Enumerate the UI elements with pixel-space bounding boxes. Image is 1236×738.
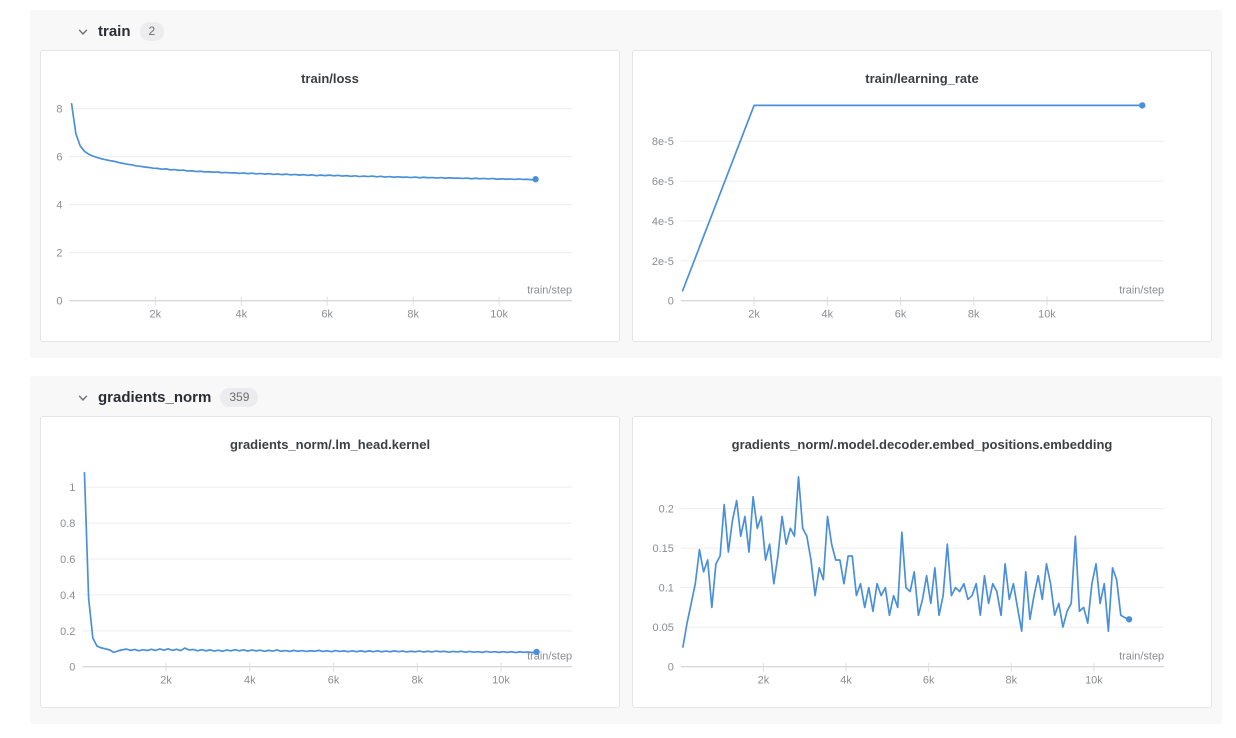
svg-text:0: 0 xyxy=(668,662,674,674)
svg-text:train/step: train/step xyxy=(1119,651,1164,663)
line-chart-embed-positions-embedding[interactable]: 0 0.05 0.1 0.15 0.2 2k 4k 6k 8k 10k train/step xyxy=(633,461,1211,707)
svg-text:6k: 6k xyxy=(895,309,907,321)
svg-text:2k: 2k xyxy=(748,309,760,321)
svg-text:4k: 4k xyxy=(822,309,834,321)
chart-title: gradients_norm/.model.decoder.embed_posi… xyxy=(731,437,1113,452)
chart-card-train-loss[interactable]: train/loss 0 2 4 6 8 2k 4k 6k 8k 10k train/step xyxy=(40,50,620,342)
svg-text:train/step: train/step xyxy=(527,285,572,297)
section-count-badge: 359 xyxy=(220,388,259,407)
section-title-train: train xyxy=(98,23,131,40)
section-train: train 2 train/loss 0 2 4 6 8 2k 4k 6k 8k 10k train… xyxy=(30,10,1222,358)
svg-text:6k: 6k xyxy=(328,675,340,687)
svg-text:2: 2 xyxy=(56,248,62,260)
line-chart-train-loss[interactable]: 0 2 4 6 8 2k 4k 6k 8k 10k train/step xyxy=(41,95,619,341)
svg-text:4k: 4k xyxy=(244,675,256,687)
svg-text:0.2: 0.2 xyxy=(659,504,674,516)
section-header-gradients-norm[interactable]: gradients_norm 359 xyxy=(30,376,1222,416)
svg-text:4k: 4k xyxy=(236,309,248,321)
svg-text:6: 6 xyxy=(56,152,62,164)
section-count-badge: 2 xyxy=(139,22,165,41)
svg-text:10k: 10k xyxy=(1085,675,1103,687)
chart-card-lm-head-kernel[interactable]: gradients_norm/.lm_head.kernel 0 0.2 0.4 0.… xyxy=(40,416,620,708)
chart-card-embed-positions-embedding[interactable]: gradients_norm/.model.decoder.embed_posi… xyxy=(632,416,1212,708)
svg-text:0: 0 xyxy=(668,296,674,308)
svg-text:8k: 8k xyxy=(412,675,424,687)
svg-text:10k: 10k xyxy=(490,309,508,321)
svg-text:8e-5: 8e-5 xyxy=(652,136,674,148)
chart-card-train-learning-rate[interactable]: train/learning_rate 0 2e-5 4e-5 6e-5 8e-5 2k 4… xyxy=(632,50,1212,342)
chart-row: gradients_norm/.lm_head.kernel 0 0.2 0.4 0.… xyxy=(30,416,1222,724)
chart-row: train/loss 0 2 4 6 8 2k 4k 6k 8k 10k train/step tr… xyxy=(30,50,1222,358)
svg-text:6k: 6k xyxy=(321,309,333,321)
svg-text:0.4: 0.4 xyxy=(60,590,75,602)
svg-text:0.6: 0.6 xyxy=(60,554,75,566)
svg-text:1: 1 xyxy=(69,482,75,494)
svg-text:4e-5: 4e-5 xyxy=(652,216,674,228)
svg-text:0.1: 0.1 xyxy=(659,583,674,595)
section-header-train[interactable]: train 2 xyxy=(30,10,1222,50)
svg-text:2k: 2k xyxy=(150,309,162,321)
section-title-gradients-norm: gradients_norm xyxy=(98,389,212,406)
section-gradients-norm: gradients_norm 359 gradients_norm/.lm_he… xyxy=(30,376,1222,724)
svg-text:6e-5: 6e-5 xyxy=(652,176,674,188)
svg-text:8k: 8k xyxy=(1006,675,1018,687)
svg-text:2k: 2k xyxy=(758,675,770,687)
chart-title: gradients_norm/.lm_head.kernel xyxy=(229,437,431,452)
svg-text:10k: 10k xyxy=(1038,309,1056,321)
svg-text:0.05: 0.05 xyxy=(653,622,674,634)
chart-title: train/learning_rate xyxy=(865,71,979,86)
svg-text:2k: 2k xyxy=(160,675,172,687)
chevron-down-icon[interactable] xyxy=(77,392,89,404)
svg-text:train/step: train/step xyxy=(1119,285,1164,297)
svg-text:10k: 10k xyxy=(492,675,510,687)
svg-text:4k: 4k xyxy=(840,675,852,687)
line-chart-train-learning-rate[interactable]: 0 2e-5 4e-5 6e-5 8e-5 2k 4k 6k 8k 10k train/step xyxy=(633,95,1211,341)
svg-text:0.8: 0.8 xyxy=(60,518,75,530)
chevron-down-icon[interactable] xyxy=(77,26,89,38)
svg-text:8k: 8k xyxy=(968,309,980,321)
svg-text:0.15: 0.15 xyxy=(653,543,674,555)
svg-text:0: 0 xyxy=(69,662,75,674)
svg-text:6k: 6k xyxy=(923,675,935,687)
svg-text:0.2: 0.2 xyxy=(60,626,75,638)
svg-text:0: 0 xyxy=(56,296,62,308)
svg-text:2e-5: 2e-5 xyxy=(652,256,674,268)
svg-text:8k: 8k xyxy=(407,309,419,321)
chart-title: train/loss xyxy=(301,71,359,86)
svg-text:4: 4 xyxy=(56,200,62,212)
svg-text:8: 8 xyxy=(56,104,62,116)
